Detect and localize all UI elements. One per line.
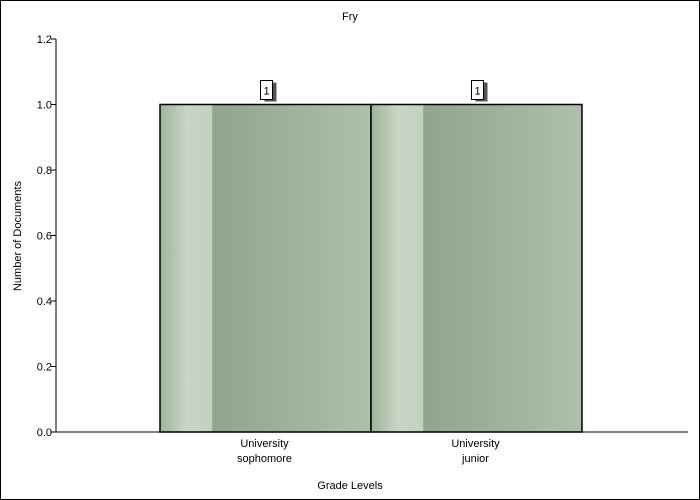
bar (370, 103, 583, 433)
data-label-box (471, 80, 484, 100)
x-category-label: junior (461, 453, 489, 465)
y-axis-ticks: 0.0 0.2 0.4 0.6 0.8 1.0 1.2 (37, 34, 56, 439)
chart-title: Fry (342, 11, 358, 23)
data-label: 1 (263, 86, 269, 98)
y-tick-label: 0.6 (37, 231, 52, 243)
data-label-box (260, 80, 273, 100)
x-axis-categories: University sophomore University junior (237, 438, 500, 465)
y-tick-label: 0.8 (37, 165, 52, 177)
x-category-label: sophomore (237, 453, 292, 465)
x-axis-title: Grade Levels (317, 480, 383, 492)
data-label: 1 (474, 86, 480, 98)
x-category-label: University (451, 438, 500, 450)
y-axis-title: Number of Documents (12, 180, 24, 291)
y-tick-label: 1.2 (37, 34, 52, 46)
y-tick-label: 0.2 (37, 362, 52, 374)
y-tick-label: 0.4 (37, 296, 52, 308)
bar (159, 103, 372, 433)
y-tick-label: 1.0 (37, 100, 52, 112)
y-tick-label: 0.0 (37, 427, 52, 439)
bars-group (159, 103, 583, 433)
x-category-label: University (240, 438, 289, 450)
